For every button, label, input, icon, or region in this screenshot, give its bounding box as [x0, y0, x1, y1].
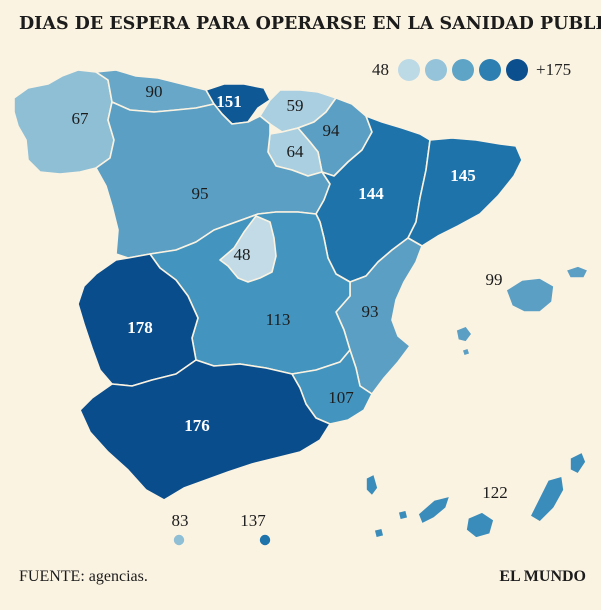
legend-swatch-2: [425, 59, 447, 81]
label-murcia: 107: [328, 388, 354, 407]
label-castilla-leon: 95: [192, 184, 209, 203]
region-canarias-el-hierro: [373, 527, 385, 539]
label-ceuta: 83: [172, 511, 189, 530]
label-castilla-la-mancha: 113: [266, 310, 291, 329]
region-canarias-gran-canaria: [465, 511, 495, 539]
region-baleares-formentera: [461, 347, 471, 357]
label-cantabria: 151: [216, 92, 242, 111]
color-legend: 48 +175: [372, 58, 571, 82]
label-cataluna: 145: [450, 166, 476, 185]
label-aragon: 144: [358, 184, 384, 203]
label-navarra: 94: [323, 121, 341, 140]
region-baleares-ibiza: [455, 325, 473, 343]
region-ceuta: [172, 533, 186, 547]
label-pais-vasco: 59: [287, 96, 304, 115]
legend-swatch-3: [452, 59, 474, 81]
label-melilla: 137: [240, 511, 266, 530]
region-galicia: [13, 69, 115, 175]
region-madrid: [219, 215, 277, 283]
region-baleares-menorca: [565, 265, 589, 279]
region-melilla: [258, 533, 272, 547]
label-valencia: 93: [362, 302, 379, 321]
map-title: DIAS DE ESPERA PARA OPERARSE EN LA SANID…: [19, 14, 601, 34]
brand-logo: EL MUNDO: [499, 568, 586, 585]
legend-min-label: 48: [372, 60, 389, 79]
legend-swatch-4: [479, 59, 501, 81]
label-baleares: 99: [486, 270, 503, 289]
legend-swatch-5: [506, 59, 528, 81]
label-extremadura: 178: [127, 318, 153, 337]
region-canarias-fuerteventura: [529, 475, 565, 523]
legend-swatch-1: [398, 59, 420, 81]
region-andalucia: [79, 359, 331, 501]
region-canarias-gomera: [397, 509, 409, 521]
label-andalucia: 176: [184, 416, 210, 435]
label-galicia: 67: [72, 109, 90, 128]
region-canarias-tenerife: [417, 495, 451, 525]
label-la-rioja: 64: [287, 142, 305, 161]
region-baleares-mallorca: [505, 277, 555, 313]
label-madrid: 48: [234, 245, 251, 264]
source-note: FUENTE: agencias.: [19, 568, 148, 585]
region-canarias-la-palma: [365, 473, 379, 497]
region-canarias-lanzarote: [569, 451, 587, 475]
label-asturias: 90: [146, 82, 163, 101]
legend-max-label: +175: [536, 60, 572, 79]
label-canarias: 122: [482, 483, 508, 502]
region-cataluna: [407, 137, 523, 247]
